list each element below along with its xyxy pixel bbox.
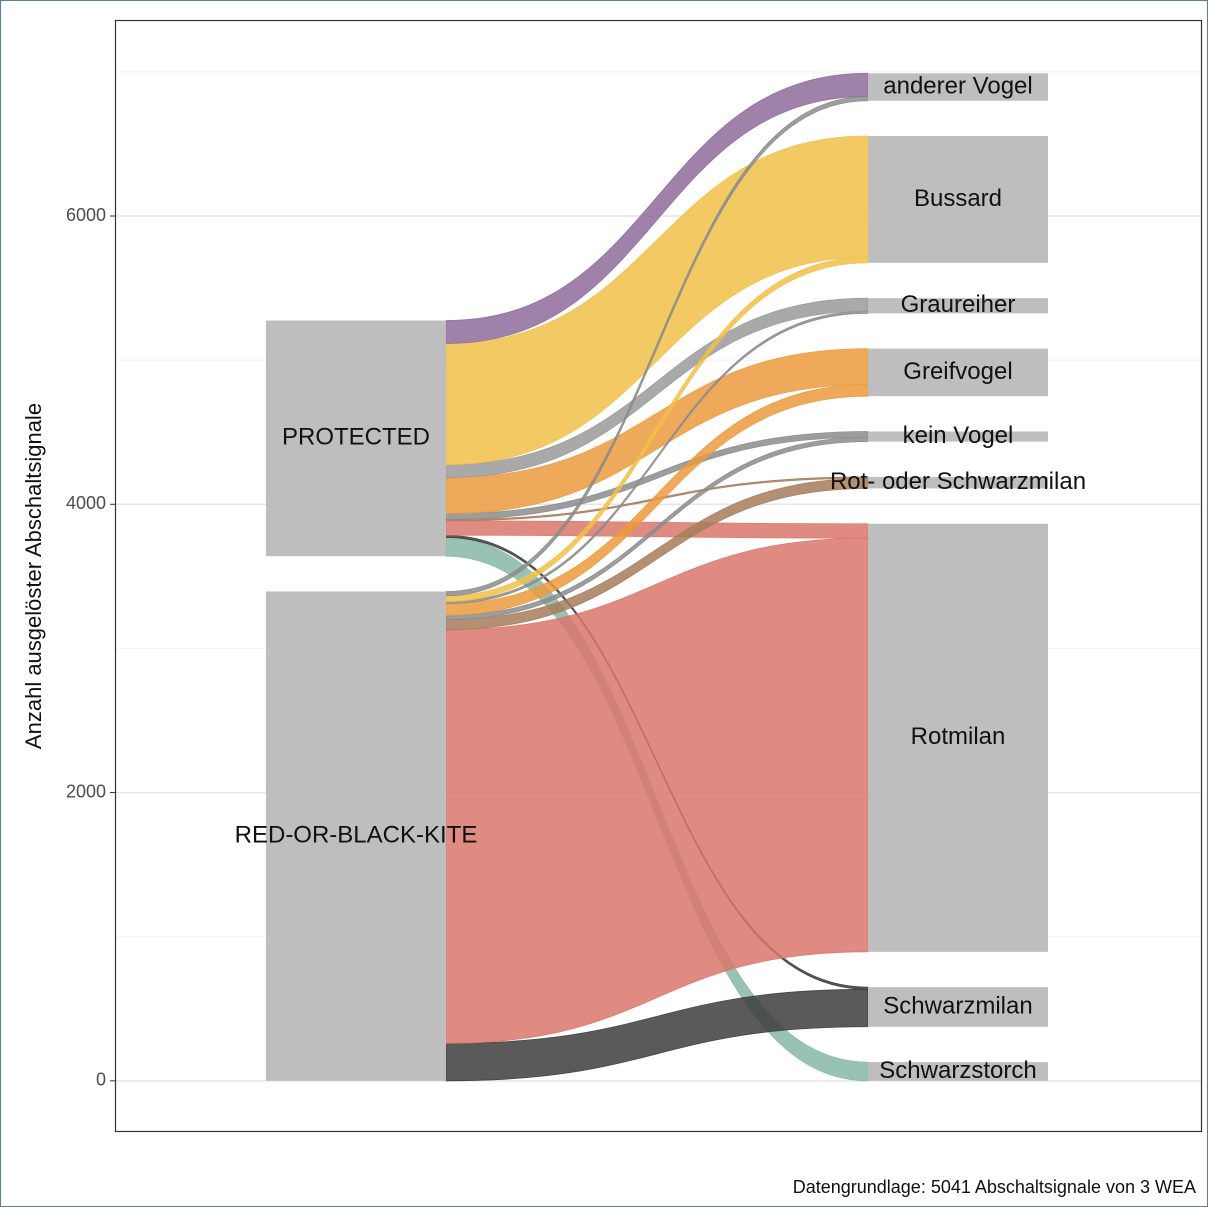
node-label: Rotmilan (911, 723, 1006, 750)
node (868, 476, 1048, 489)
y-tick-label: 4000 (66, 493, 106, 513)
node (868, 136, 1048, 263)
flows (445, 72, 869, 1082)
node-label: Rot- oder Schwarzmilan (830, 468, 1086, 495)
y-axis-title: Anzahl ausgelöster Abschaltsignale (21, 403, 46, 749)
y-tick-label: 2000 (66, 781, 106, 801)
node (266, 320, 446, 557)
node-label: Greifvogel (903, 358, 1012, 385)
node (868, 73, 1048, 101)
node-label: Schwarzstorch (879, 1057, 1036, 1084)
y-axis: 0 2000 4000 6000 (66, 205, 115, 1090)
node (868, 298, 1048, 314)
node (868, 523, 1048, 952)
node-label: PROTECTED (282, 424, 430, 451)
node-label: RED-OR-BLACK-KITE (235, 822, 478, 849)
node (868, 348, 1048, 397)
y-tick-label: 6000 (66, 205, 106, 225)
y-tick-label: 0 (96, 1070, 106, 1090)
node (868, 987, 1048, 1027)
node-label: Graureiher (901, 291, 1016, 318)
node-label: kein Vogel (903, 422, 1014, 449)
node-label: Schwarzmilan (883, 992, 1032, 1019)
node (868, 431, 1048, 442)
node-label: Bussard (914, 185, 1002, 212)
panel-border (114, 19, 1203, 1133)
node-label: anderer Vogel (883, 72, 1032, 99)
flow (445, 297, 869, 479)
node (266, 591, 446, 1081)
node (868, 1062, 1048, 1081)
nodes (266, 73, 1048, 1081)
caption: Datengrundlage: 5041 Abschaltsignale von… (793, 1177, 1196, 1197)
